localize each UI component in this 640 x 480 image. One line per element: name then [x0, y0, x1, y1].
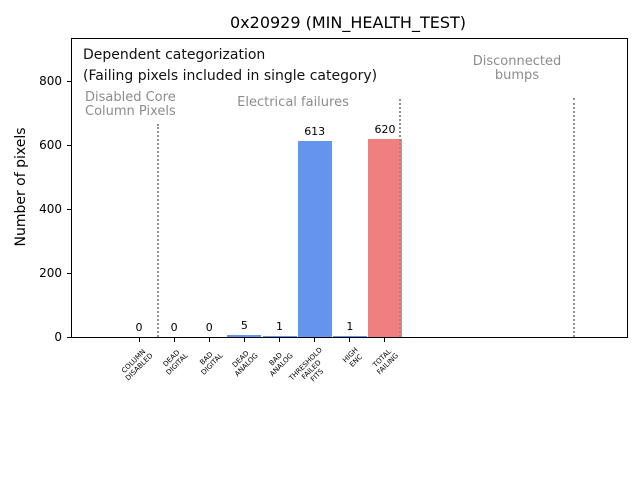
x-tick-label: COLUMN DISABLED: [119, 347, 155, 383]
x-tick-mark: [173, 338, 175, 342]
separator-line: [399, 99, 401, 337]
plot-area: Dependent categorization (Failing pixels…: [39, 38, 628, 384]
chart-title: 0x20929 (MIN_HEALTH_TEST): [229, 13, 467, 32]
y-tick-label: 200: [39, 266, 62, 280]
y-tick-mark: [67, 336, 72, 338]
x-tick-mark: [243, 338, 245, 342]
x-tick-label: DEAD ANALOG: [230, 349, 260, 379]
x-tick-mark: [349, 338, 351, 342]
bar: [332, 336, 367, 337]
annotation-dependent-categorization-line1: Dependent categorization: [83, 47, 266, 63]
bar-value-label: 0: [205, 321, 213, 334]
bar-value-label: 620: [374, 122, 396, 136]
bar: [262, 336, 297, 337]
x-tick-label: HIGH ENC: [341, 346, 364, 369]
y-tick-mark: [67, 272, 72, 274]
x-tick-mark: [208, 338, 210, 342]
annotation-region-disabled-core-column-pixels: Disabled Core Column Pixels: [85, 90, 176, 119]
bar-value-label: 5: [240, 319, 248, 333]
x-tick-mark: [279, 338, 281, 342]
annotation-region-electrical-failures: Electrical failures: [237, 95, 349, 110]
y-tick-mark: [67, 80, 72, 82]
bar: [297, 140, 332, 337]
x-tick-label: TOTAL FAILING: [371, 347, 401, 377]
separator-line: [573, 98, 575, 337]
x-tick-label: THRESHOLD FAILED FITS: [288, 346, 326, 384]
bar: [367, 138, 402, 337]
bar-value-label: 1: [276, 320, 284, 333]
bar-value-label: 613: [304, 124, 326, 138]
x-tick-label: BAD DIGITAL: [198, 350, 225, 377]
annotation-dependent-categorization-line2: (Failing pixels included in single categ…: [83, 68, 378, 84]
y-tick-label: 400: [39, 202, 62, 216]
y-tick-mark: [67, 144, 72, 146]
bar: [227, 335, 262, 337]
annotation-region-disconnected-bumps: Disconnected bumps: [472, 54, 562, 83]
x-tick-mark: [314, 338, 316, 342]
y-tick-mark: [67, 208, 72, 210]
bar-value-label: 1: [346, 320, 354, 333]
x-tick-mark: [384, 338, 386, 342]
x-tick-label: DEAD DIGITAL: [161, 348, 190, 377]
bar-value-label: 0: [170, 321, 178, 334]
y-tick-label: 0: [54, 330, 62, 344]
y-tick-label: 600: [39, 138, 62, 152]
separator-line: [157, 124, 159, 337]
y-tick-label: 800: [39, 74, 62, 88]
x-tick-mark: [138, 338, 140, 342]
bar-value-label: 0: [135, 321, 143, 334]
